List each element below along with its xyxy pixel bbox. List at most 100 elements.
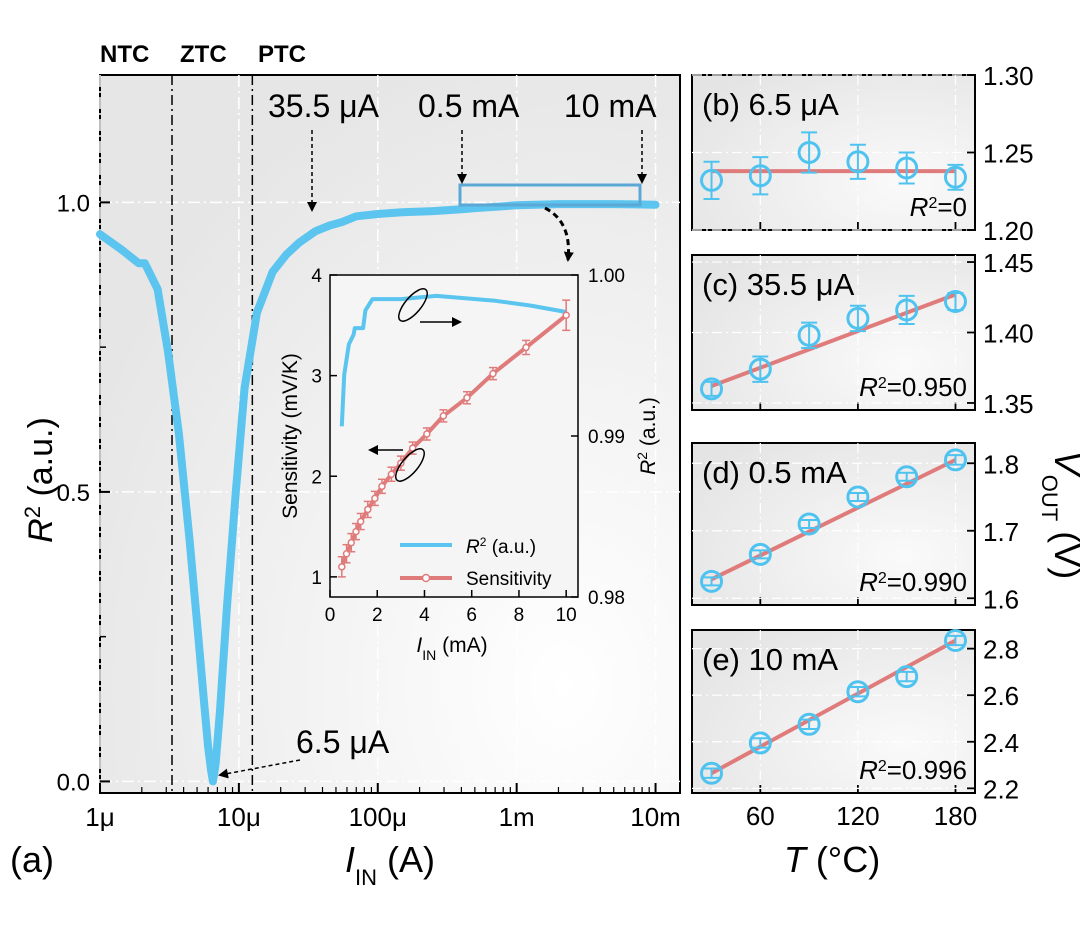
xtick-label: 180: [934, 801, 977, 831]
legend-r2-label: R2 (a.u.): [466, 535, 536, 558]
panel-a-ticks: 0.0 0.5 1.0 1μ 10μ 100μ 1m 10m: [57, 190, 681, 832]
annotation-0-5ma: 0.5 mA: [418, 88, 520, 124]
xtick-label: 1μ: [85, 802, 114, 832]
r2-value: R2=0.990: [859, 567, 967, 597]
data-point: [943, 165, 967, 189]
inset-y2tick-label: 0.98: [588, 588, 625, 609]
zoom-box: [458, 183, 642, 207]
sensitivity-point: [423, 430, 431, 438]
region-label-ztc: ZTC: [180, 41, 227, 68]
r2-vs-current-curve: [96, 200, 660, 786]
inset-ytick-label: 3: [311, 367, 322, 388]
data-point: [748, 731, 772, 755]
r2-superscript: 2: [878, 375, 887, 392]
ytick-label: 1.30: [983, 61, 1034, 91]
r2-symbol: R: [859, 372, 878, 402]
region-label-ntc: NTC: [100, 41, 149, 68]
region-label-ptc: PTC: [258, 41, 306, 68]
right-ylabel: VOUT (V): [1038, 451, 1080, 579]
legend-sensitivity-marker: [421, 573, 431, 583]
data-point: [700, 168, 724, 192]
inset-ytick-label: 4: [311, 266, 322, 287]
inset-xtick-label: 0: [325, 605, 336, 626]
panel-a-xlabel: IIN (A): [345, 839, 435, 890]
sensitivity-point: [522, 343, 530, 352]
r2-number: =0.996: [887, 755, 967, 785]
ytick-label: 1.40: [983, 319, 1034, 349]
panel-b: 1.20 1.25 1.30 (b) 6.5 μA R2=0: [691, 61, 1034, 246]
data-point: [748, 357, 772, 381]
sensitivity-point: [378, 482, 386, 491]
data-point: [846, 485, 870, 509]
r2-superscript: 2: [878, 758, 887, 775]
r2-axis-indicator: [398, 288, 428, 322]
r2-value: R2=0.996: [859, 755, 967, 785]
zoom-arrow: [544, 206, 574, 262]
data-point: [943, 290, 967, 313]
inset-xtick-label: 10: [556, 605, 577, 626]
ytick-label: 1.35: [983, 389, 1034, 419]
panel-a-label: (a): [10, 839, 54, 880]
inset-y2label: R2 (a.u.): [634, 397, 660, 475]
ytick-label: 2.8: [983, 635, 1019, 665]
inset-ylabel: Sensitivity (mV/K): [279, 353, 302, 519]
r2-number: =0.950: [887, 372, 967, 402]
sensitivity-point: [356, 517, 365, 526]
annotation-35-5ua: 35.5 μA: [268, 88, 380, 124]
inset-ytick-label: 1: [311, 568, 322, 589]
panel-d: 1.6 1.7 1.8 (d) 0.5 mA R2=0.990: [691, 442, 1019, 614]
inset-xtick-label: 4: [419, 605, 430, 626]
inset-y2tick-label: 1.00: [588, 266, 625, 287]
panel-d-plot-area: [691, 442, 976, 606]
r2-symbol: R: [910, 192, 929, 222]
xtick-label: 10μ: [217, 802, 261, 832]
ytick-label: 1.8: [983, 449, 1019, 479]
ytick-label: 1.45: [983, 248, 1034, 278]
data-point: [700, 569, 724, 593]
inset-sensitivity-points: [337, 299, 571, 578]
annotation-6-5ua: 6.5 μA: [296, 724, 390, 760]
sensitivity-point: [439, 412, 448, 420]
panel-a-ylabel: R2 (a.u.): [20, 417, 61, 543]
xtick-label: 60: [746, 801, 775, 831]
xtick-label: 1m: [499, 802, 535, 832]
panel-e: 2.2 2.4 2.6 2.8 (e) 10 mA R2=0.996 60 120 180: [691, 628, 1019, 831]
sensitivity-point: [371, 494, 379, 503]
ytick-label: 2.6: [983, 681, 1019, 711]
r2-symbol: R: [859, 567, 878, 597]
data-point: [797, 712, 821, 736]
sensitivity-point: [347, 538, 356, 547]
inset-r2-curve: [339, 293, 567, 427]
data-point: [846, 150, 870, 174]
ytick-label: 1.20: [983, 216, 1034, 246]
data-point: [748, 164, 772, 188]
ytick-label: 2.2: [983, 774, 1019, 804]
xtick-label: 100μ: [349, 802, 407, 832]
fit-line: [710, 292, 957, 388]
sensitivity-axis-indicator: [395, 448, 425, 482]
data-point: [895, 465, 919, 489]
inset-plot-area: [329, 274, 579, 598]
data-point: [797, 512, 821, 536]
r2-number: =0.990: [887, 567, 967, 597]
ytick-label: 1.6: [983, 584, 1019, 614]
inset-xlabel: IIN (mA): [416, 634, 487, 663]
inset-xtick-label: 6: [466, 605, 477, 626]
panel-c: 1.35 1.40 1.45 (c) 35.5 μA R2=0.950: [691, 248, 1034, 419]
inset-xtick-label: 2: [372, 605, 383, 626]
sensitivity-point: [338, 563, 346, 571]
ytick-label: 1.0: [57, 190, 90, 217]
panel-d-label: (d) 0.5 mA: [702, 455, 847, 490]
panel-c-label: (c) 35.5 μA: [702, 267, 855, 302]
r2-number: =0: [937, 192, 967, 222]
ytick-label: 0.5: [57, 480, 90, 507]
inset-ytick-label: 2: [311, 467, 322, 488]
sensitivity-point: [364, 505, 372, 514]
xtick-label: 10m: [630, 802, 681, 832]
annotation-10ma: 10 mA: [564, 88, 657, 124]
data-point: [895, 156, 919, 180]
r2-superscript: 2: [878, 570, 887, 587]
